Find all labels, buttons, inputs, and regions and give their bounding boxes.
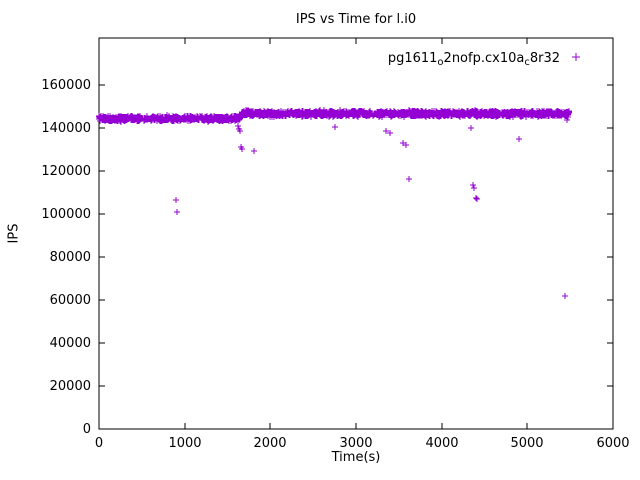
chart-title: IPS vs Time for l.i0 [295,12,417,27]
x-tick-label: 1000 [168,436,201,451]
y-tick-label: 160000 [41,78,91,93]
y-tick-label: 140000 [41,121,91,136]
y-tick-label: 120000 [41,164,91,179]
y-tick-label: 20000 [50,379,91,394]
x-tick-label: 2000 [253,436,286,451]
legend-marker [572,53,580,61]
y-tick-label: 0 [83,422,91,437]
x-axis-label: Time(s) [331,450,381,465]
x-tick-label: 0 [95,436,103,451]
x-tick-label: 4000 [425,436,458,451]
x-tick-label: 6000 [596,436,629,451]
y-tick-label: 100000 [41,207,91,222]
legend-label: pg1611o2nofp.cx10ac8r32 [388,51,560,68]
x-tick-label: 5000 [510,436,543,451]
y-tick-label: 80000 [50,250,91,265]
data-points [96,107,572,299]
y-tick-label: 40000 [50,336,91,351]
x-tick-label: 3000 [339,436,372,451]
y-tick-label: 60000 [50,293,91,308]
plot-border [98,37,614,430]
